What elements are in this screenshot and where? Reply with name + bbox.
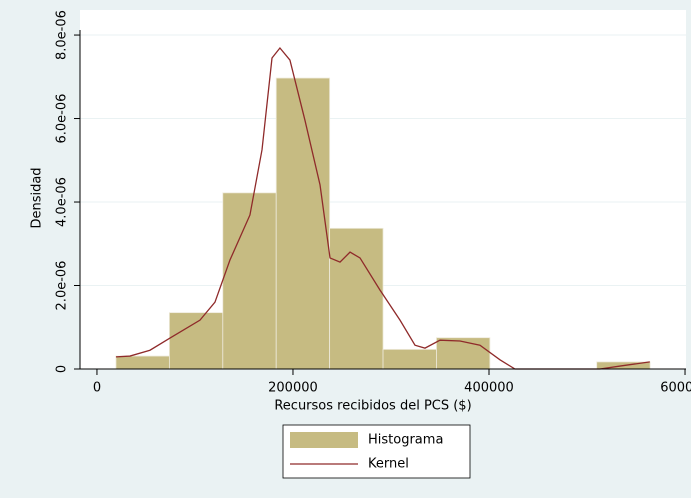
y-tick-label: 0 [55, 365, 70, 373]
legend-label: Kernel [368, 457, 409, 472]
legend-label: Histograma [368, 433, 443, 448]
histogram-bar [275, 77, 331, 370]
y-tick-label: 6.0e-06 [55, 94, 70, 144]
y-tick-label: 8.0e-06 [55, 10, 70, 60]
x-tick-label: 0 [93, 381, 101, 396]
legend-swatch [290, 432, 358, 448]
x-tick-label: 200000 [268, 381, 318, 396]
y-tick-label: 4.0e-06 [55, 177, 70, 227]
y-axis-label: Densidad [30, 167, 45, 228]
x-axis-label: Recursos recibidos del PCS ($) [274, 399, 471, 414]
histogram-bar [382, 348, 437, 370]
kernel-line [115, 46, 650, 370]
y-tick-label: 2.0e-06 [55, 261, 70, 311]
histogram-bar [222, 192, 277, 370]
x-tick-label: 400000 [464, 381, 514, 396]
histogram-bar [115, 355, 170, 370]
histogram-bar [329, 227, 384, 370]
x-tick-label: 600000 [660, 381, 691, 396]
histogram-bar [168, 312, 224, 370]
histogram-bar [436, 337, 491, 370]
